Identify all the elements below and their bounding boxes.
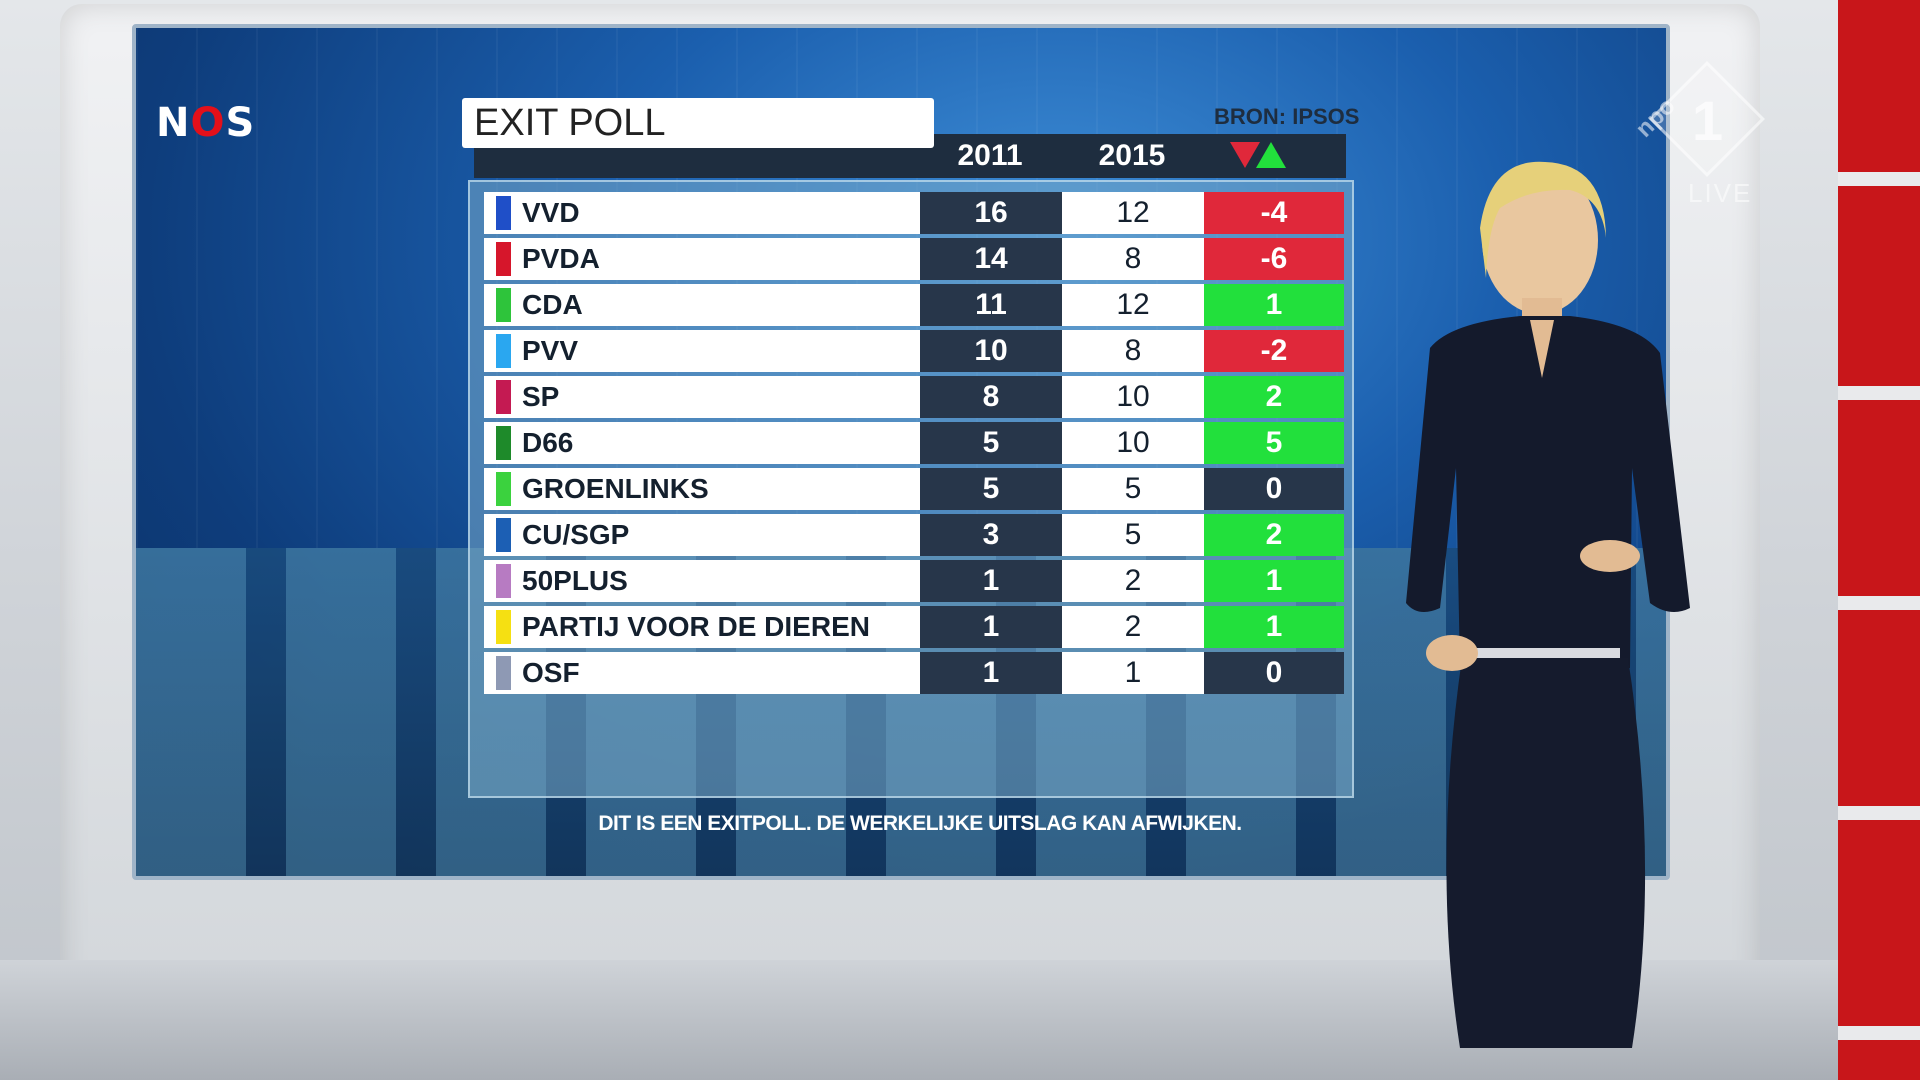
disclaimer-text: DIT IS EEN EXITPOLL. DE WERKELIJKE UITSL… bbox=[598, 812, 1242, 835]
source-label: BRON: IPSOS bbox=[1214, 104, 1360, 129]
table-row: VVD 16 12 -4 bbox=[474, 192, 1346, 234]
table-row: SP 8 10 2 bbox=[474, 376, 1346, 418]
party-color-swatch bbox=[496, 380, 511, 414]
party-color-swatch bbox=[496, 334, 511, 368]
table-row: PARTIJ VOOR DE DIEREN 1 2 1 bbox=[474, 606, 1346, 648]
party-color-swatch bbox=[496, 518, 511, 552]
seats-2011: 10 bbox=[920, 330, 1062, 372]
presenter-figure bbox=[1406, 161, 1690, 1048]
party-name: 50PLUS bbox=[522, 565, 628, 596]
channel-number: 1 bbox=[1692, 89, 1724, 152]
seats-2011: 1 bbox=[920, 560, 1062, 602]
header-year-2015: 2015 bbox=[1098, 139, 1166, 172]
red-studio-wall bbox=[1838, 0, 1920, 1080]
seats-2015: 5 bbox=[1062, 514, 1204, 556]
party-name: OSF bbox=[522, 657, 580, 688]
seats-2015: 12 bbox=[1062, 192, 1204, 234]
table-row: PVV 10 8 -2 bbox=[474, 330, 1346, 372]
table-row: GROENLINKS 5 5 0 bbox=[474, 468, 1346, 510]
party-name: SP bbox=[522, 381, 560, 412]
seats-2011: 5 bbox=[920, 468, 1062, 510]
seats-2015: 8 bbox=[1062, 330, 1204, 372]
seat-change: 1 bbox=[1204, 284, 1344, 326]
party-cell: PARTIJ VOOR DE DIEREN bbox=[484, 606, 920, 648]
nos-logo: NOS bbox=[156, 100, 256, 146]
party-color-swatch bbox=[496, 426, 511, 460]
party-cell: CU/SGP bbox=[484, 514, 920, 556]
table-row: PVDA 14 8 -6 bbox=[474, 238, 1346, 280]
live-label: LIVE bbox=[1688, 178, 1753, 208]
seats-2015: 2 bbox=[1062, 560, 1204, 602]
table-row: CDA 11 12 1 bbox=[474, 284, 1346, 326]
table-row: OSF 1 1 0 bbox=[474, 652, 1346, 694]
party-cell: 50PLUS bbox=[484, 560, 920, 602]
party-cell: D66 bbox=[484, 422, 920, 464]
table-row: 50PLUS 1 2 1 bbox=[474, 560, 1346, 602]
seat-change: 2 bbox=[1204, 376, 1344, 418]
seats-2011: 14 bbox=[920, 238, 1062, 280]
seats-2015: 12 bbox=[1062, 284, 1204, 326]
party-name: VVD bbox=[522, 197, 580, 228]
seat-change: -6 bbox=[1204, 238, 1344, 280]
npo-live-bug: npo 1 LIVE bbox=[1630, 61, 1765, 214]
seats-2015: 1 bbox=[1062, 652, 1204, 694]
seats-2011: 11 bbox=[920, 284, 1062, 326]
party-color-swatch bbox=[496, 656, 511, 690]
seat-change: 0 bbox=[1204, 652, 1344, 694]
seat-change: -2 bbox=[1204, 330, 1344, 372]
header-year-2011: 2011 bbox=[957, 139, 1023, 172]
party-cell: GROENLINKS bbox=[484, 468, 920, 510]
seat-change: -4 bbox=[1204, 192, 1344, 234]
party-color-swatch bbox=[496, 472, 511, 506]
seat-change: 1 bbox=[1204, 560, 1344, 602]
party-color-swatch bbox=[496, 564, 511, 598]
seats-2011: 8 bbox=[920, 376, 1062, 418]
trend-arrows-icon bbox=[1230, 142, 1286, 168]
party-name: D66 bbox=[522, 427, 574, 458]
party-cell: PVDA bbox=[484, 238, 920, 280]
seats-2011: 16 bbox=[920, 192, 1062, 234]
seats-2011: 1 bbox=[920, 606, 1062, 648]
party-cell: VVD bbox=[484, 192, 920, 234]
party-name: PVDA bbox=[522, 243, 600, 274]
party-color-swatch bbox=[496, 196, 511, 230]
party-name: CU/SGP bbox=[522, 519, 630, 550]
party-name: CDA bbox=[522, 289, 583, 320]
seats-2015: 8 bbox=[1062, 238, 1204, 280]
seats-2015: 5 bbox=[1062, 468, 1204, 510]
party-color-swatch bbox=[496, 288, 511, 322]
seats-2015: 10 bbox=[1062, 422, 1204, 464]
party-cell: OSF bbox=[484, 652, 920, 694]
seats-2011: 3 bbox=[920, 514, 1062, 556]
seat-change: 1 bbox=[1204, 606, 1344, 648]
table-row: CU/SGP 3 5 2 bbox=[474, 514, 1346, 556]
party-color-swatch bbox=[496, 242, 511, 276]
graphic-title: EXIT POLL bbox=[462, 98, 934, 148]
party-name: GROENLINKS bbox=[522, 473, 709, 504]
seat-change: 2 bbox=[1204, 514, 1344, 556]
seats-2011: 5 bbox=[920, 422, 1062, 464]
party-name: PVV bbox=[522, 335, 579, 366]
seat-change: 0 bbox=[1204, 468, 1344, 510]
seats-2011: 1 bbox=[920, 652, 1062, 694]
party-cell: CDA bbox=[484, 284, 920, 326]
party-cell: SP bbox=[484, 376, 920, 418]
party-name: PARTIJ VOOR DE DIEREN bbox=[522, 611, 870, 642]
table-row: D66 5 10 5 bbox=[474, 422, 1346, 464]
seats-2015: 10 bbox=[1062, 376, 1204, 418]
seats-2015: 2 bbox=[1062, 606, 1204, 648]
party-cell: PVV bbox=[484, 330, 920, 372]
party-color-swatch bbox=[496, 610, 511, 644]
seat-change: 5 bbox=[1204, 422, 1344, 464]
